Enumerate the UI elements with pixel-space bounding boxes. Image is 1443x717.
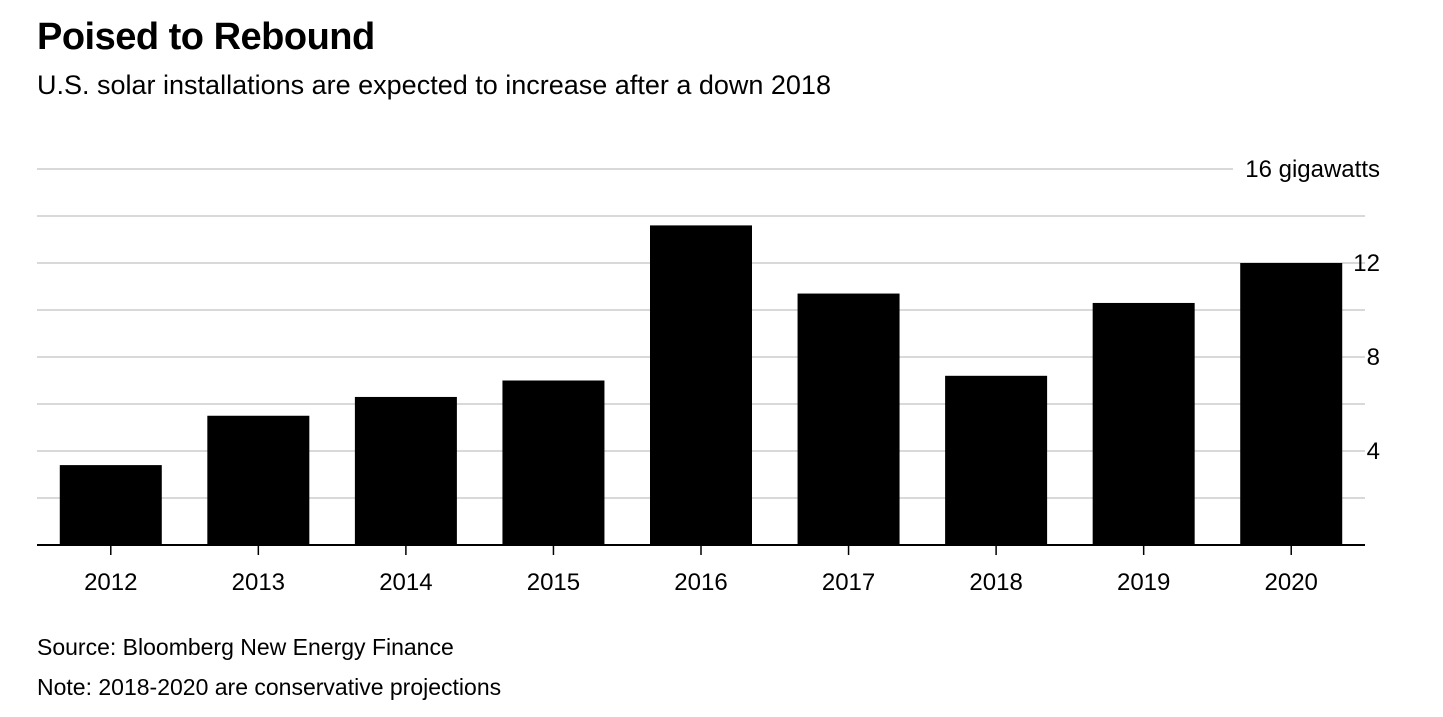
axis-labels: 4 8 12 16 gigawatts 2012 2013 2014 2015 2016 2017… (84, 156, 1380, 596)
projection-note: Note: 2018-2020 are conservative project… (37, 674, 502, 700)
x-tick-label: 2013 (232, 569, 285, 596)
bar-2014 (354, 396, 457, 545)
bar-2020 (1240, 263, 1343, 545)
bar-2018 (945, 375, 1048, 545)
bars (59, 225, 1343, 545)
y-tick-label: 12 (1353, 250, 1380, 277)
chart-title: Poised to Rebound (37, 16, 375, 58)
x-tick-label: 2019 (1117, 569, 1170, 596)
x-tick-label: 2020 (1265, 569, 1318, 596)
chart-subtitle: U.S. solar installations are expected to… (37, 70, 831, 100)
x-tick-label: 2018 (969, 569, 1022, 596)
y-tick-label: 4 (1367, 438, 1380, 465)
bar-2016 (650, 225, 752, 545)
y-tick-label: 16 gigawatts (1245, 156, 1380, 183)
bar-2012 (59, 465, 162, 545)
bar-2013 (207, 415, 310, 545)
x-tick-label: 2014 (379, 569, 432, 596)
bar-2017 (797, 293, 900, 545)
bar-2019 (1092, 302, 1195, 545)
x-tick-label: 2017 (822, 569, 875, 596)
y-tick-label: 8 (1367, 344, 1380, 371)
bar-2015 (502, 380, 605, 545)
x-tick-label: 2015 (527, 569, 580, 596)
source-note: Source: Bloomberg New Energy Finance (37, 634, 454, 660)
x-tick-label: 2012 (84, 569, 137, 596)
x-axis (37, 544, 1365, 555)
x-tick-label: 2016 (674, 569, 727, 596)
